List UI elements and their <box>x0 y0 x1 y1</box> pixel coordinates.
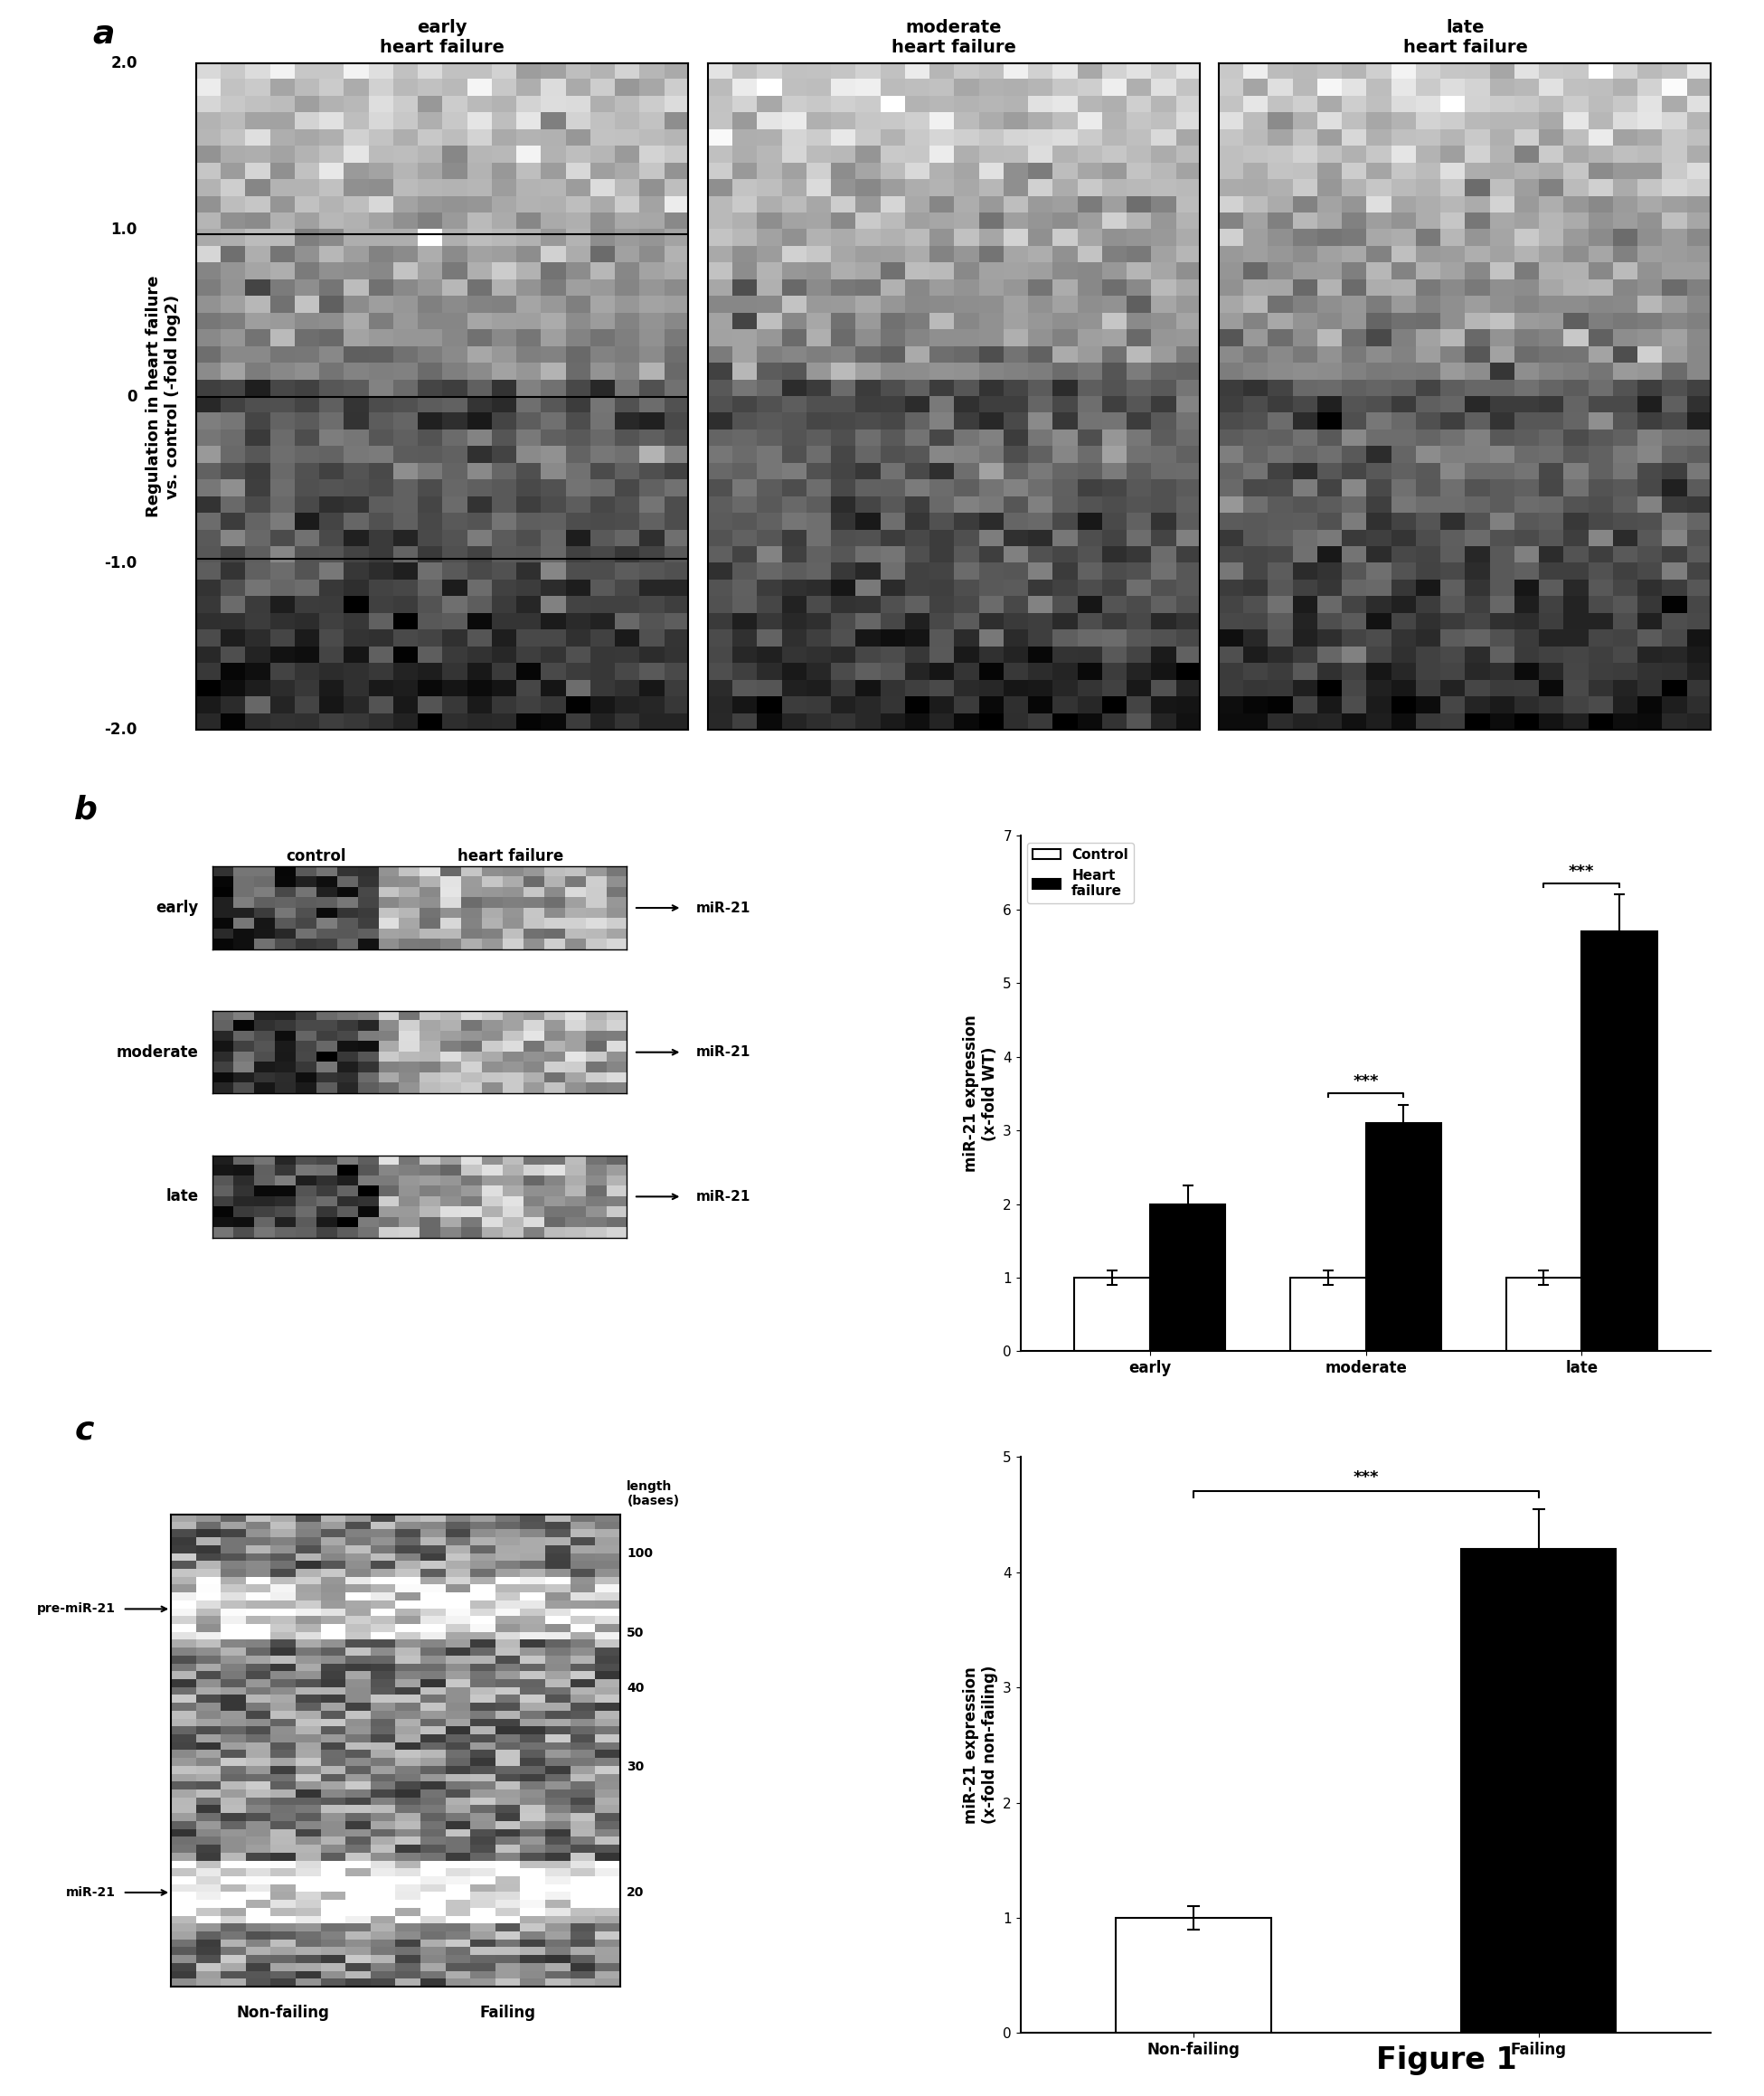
Text: b: b <box>74 794 97 826</box>
Text: 100: 100 <box>626 1547 653 1559</box>
Text: ***: *** <box>1353 1469 1379 1486</box>
Text: early: early <box>155 899 199 916</box>
Title: early
heart failure: early heart failure <box>379 19 505 57</box>
Title: moderate
heart failure: moderate heart failure <box>891 19 1016 57</box>
Text: 2.0: 2.0 <box>111 54 138 71</box>
Text: 20: 20 <box>626 1886 644 1899</box>
Title: late
heart failure: late heart failure <box>1402 19 1528 57</box>
Text: a: a <box>93 19 115 50</box>
Bar <box>1115 1918 1270 2033</box>
Bar <box>1074 1279 1150 1352</box>
Text: heart failure: heart failure <box>459 849 564 864</box>
Y-axis label: miR-21 expression
(x-fold non-failing): miR-21 expression (x-fold non-failing) <box>963 1666 998 1824</box>
Text: miR-21: miR-21 <box>697 1046 750 1058</box>
Bar <box>1582 931 1656 1352</box>
Bar <box>1289 1279 1365 1352</box>
Text: Regulation in heart failure
vs. control (-fold log2): Regulation in heart failure vs. control … <box>146 275 182 518</box>
Text: length
(bases): length (bases) <box>626 1480 679 1507</box>
Text: late: late <box>166 1188 199 1205</box>
Text: 1.0: 1.0 <box>111 222 138 237</box>
Text: miR-21: miR-21 <box>697 901 750 914</box>
Text: moderate: moderate <box>116 1044 199 1061</box>
Text: ***: *** <box>1353 1073 1379 1090</box>
Text: pre-miR-21: pre-miR-21 <box>37 1603 116 1616</box>
Text: miR-21: miR-21 <box>65 1886 116 1899</box>
Text: c: c <box>74 1415 93 1446</box>
Text: Figure 1: Figure 1 <box>1376 2046 1517 2075</box>
Text: miR-21: miR-21 <box>697 1191 750 1203</box>
Y-axis label: miR-21 expression
(x-fold WT): miR-21 expression (x-fold WT) <box>963 1014 998 1172</box>
Bar <box>1365 1123 1441 1352</box>
Bar <box>1461 1549 1616 2033</box>
Text: 40: 40 <box>626 1681 644 1694</box>
Text: -2.0: -2.0 <box>104 721 138 738</box>
Bar <box>1150 1203 1226 1352</box>
Text: -1.0: -1.0 <box>104 555 138 572</box>
Text: 30: 30 <box>626 1761 644 1773</box>
Text: ***: *** <box>1568 864 1595 880</box>
Text: 50: 50 <box>626 1626 644 1639</box>
Legend: Control, Heart
failure: Control, Heart failure <box>1027 843 1134 903</box>
Text: Failing: Failing <box>480 2004 536 2021</box>
Text: 0: 0 <box>127 388 138 405</box>
Bar <box>1506 1279 1582 1352</box>
Text: control: control <box>286 849 346 864</box>
Text: Non-failing: Non-failing <box>236 2004 330 2021</box>
